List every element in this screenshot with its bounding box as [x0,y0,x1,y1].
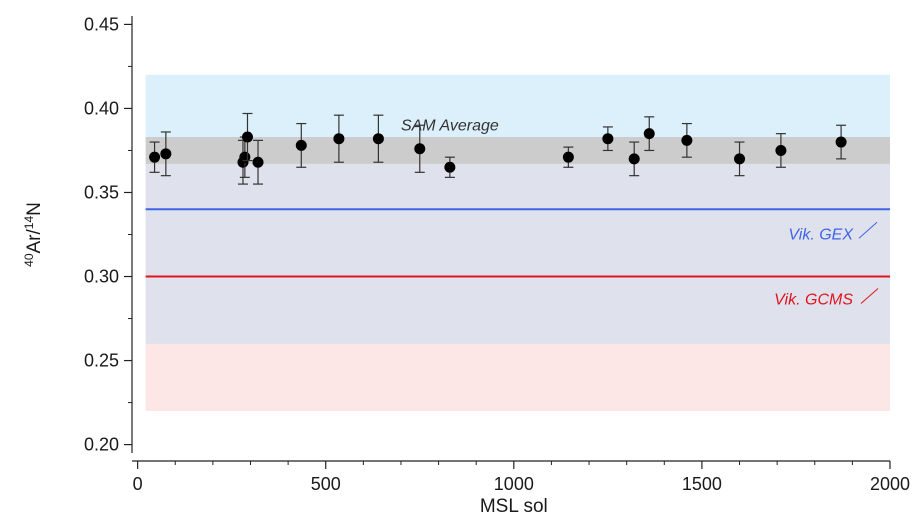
y-axis-title: 40Ar/14N [22,202,45,267]
data-marker [681,134,693,146]
y-tick-label: 0.25 [84,351,119,371]
y-tick-label: 0.40 [84,98,119,118]
data-marker [295,139,307,151]
vik-gex-leader [858,221,878,239]
data-marker [160,148,172,160]
data-point [372,114,384,163]
sam-average-label: SAM Average [401,117,499,134]
data-point [835,124,847,160]
y-tick-label: 0.30 [84,267,119,287]
y-axis-title-sup2: 14 [22,216,36,230]
x-tick-label: 500 [311,474,341,494]
data-point [681,122,693,158]
pink-band [145,343,890,411]
data-marker [835,136,847,148]
data-point [444,156,456,178]
background-bands [145,74,890,411]
data-marker [562,151,574,163]
data-point [734,141,746,177]
reference-lines [145,208,890,278]
overlap-band [145,163,890,344]
data-point [775,133,787,168]
data-point [602,126,614,152]
data-marker [602,133,614,145]
x-tick-label: 1000 [494,474,534,494]
y-axis-title-sup1: 40 [22,253,36,267]
vik-gcms-label: Vik. GCMS [774,292,853,309]
data-points [149,112,847,185]
y-tick-label: 0.45 [84,14,119,34]
data-point [628,141,640,177]
data-marker [333,133,345,145]
y-tick-label: 0.35 [84,182,119,202]
vik-gex-label: Vik. GEX [788,226,854,243]
data-point [252,139,264,185]
x-axis-title: MSL sol [480,496,548,517]
y-axis-title-main2: N [24,202,45,216]
data-marker [241,131,253,143]
data-point [160,131,172,177]
data-marker [414,143,426,155]
y-tick-label: 0.20 [84,435,119,455]
x-tick-label: 2000 [870,474,910,494]
sam-band [145,137,890,164]
data-marker [252,156,264,168]
x-ticks: 0 500 1000 1500 2000 [133,461,910,494]
x-tick-label: 0 [133,474,143,494]
data-point [149,141,161,173]
x-tick-label: 1500 [682,474,722,494]
y-axis-title-main1: Ar/ [24,229,45,254]
annotations: SAM Average Vik. GEX Vik. GCMS [401,117,879,309]
y-ticks: 0.20 0.25 0.30 0.35 0.40 0.45 [84,14,132,455]
data-point [562,146,574,168]
data-marker [372,133,384,145]
data-marker [643,128,655,140]
vik-gcms-leader [860,288,879,304]
data-point [295,122,307,168]
data-point [241,112,253,162]
data-point [333,114,345,163]
data-marker [444,161,456,173]
data-marker [149,151,161,163]
data-point [643,116,655,152]
data-marker [734,153,746,165]
data-point [414,124,426,173]
data-marker [628,153,640,165]
data-marker [775,144,787,156]
